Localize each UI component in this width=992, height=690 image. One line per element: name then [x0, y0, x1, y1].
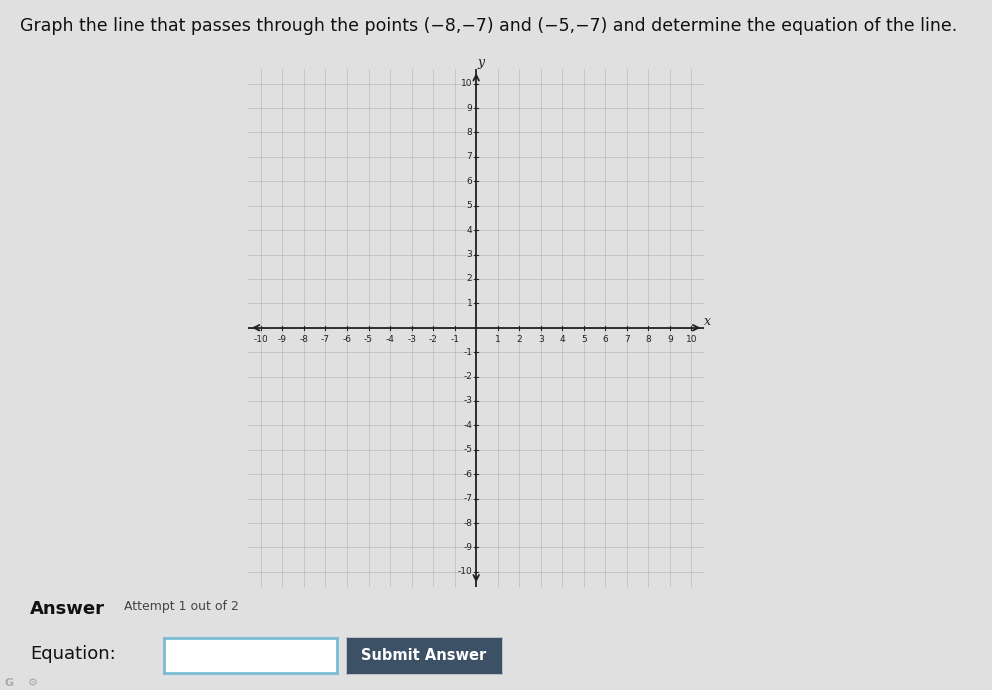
Text: -8: -8 — [300, 335, 309, 344]
Text: 1: 1 — [495, 335, 501, 344]
Text: -6: -6 — [342, 335, 351, 344]
Text: 4: 4 — [466, 226, 472, 235]
Text: -10: -10 — [457, 567, 472, 576]
Text: 10: 10 — [461, 79, 472, 88]
Text: -3: -3 — [407, 335, 416, 344]
Text: 8: 8 — [466, 128, 472, 137]
Text: 2: 2 — [466, 275, 472, 284]
Text: Equation:: Equation: — [30, 645, 115, 663]
Text: Submit Answer: Submit Answer — [361, 648, 487, 663]
Text: -10: -10 — [254, 335, 268, 344]
Text: 5: 5 — [466, 201, 472, 210]
Text: 1: 1 — [466, 299, 472, 308]
Text: Graph the line that passes through the points (−8,−7) and (−5,−7) and determine : Graph the line that passes through the p… — [20, 17, 957, 35]
Text: 3: 3 — [538, 335, 544, 344]
Text: 4: 4 — [559, 335, 565, 344]
Text: -8: -8 — [463, 518, 472, 528]
Text: ⚙: ⚙ — [28, 678, 38, 688]
Text: 10: 10 — [685, 335, 697, 344]
Text: 8: 8 — [646, 335, 651, 344]
Text: 6: 6 — [466, 177, 472, 186]
Text: -7: -7 — [463, 494, 472, 503]
Text: -4: -4 — [463, 421, 472, 430]
Text: 7: 7 — [624, 335, 630, 344]
Text: -6: -6 — [463, 470, 472, 479]
Text: x: x — [704, 315, 711, 328]
Text: -5: -5 — [364, 335, 373, 344]
Text: 5: 5 — [581, 335, 586, 344]
Text: Attempt 1 out of 2: Attempt 1 out of 2 — [124, 600, 239, 613]
Text: 9: 9 — [667, 335, 673, 344]
Text: -1: -1 — [463, 348, 472, 357]
Text: Answer: Answer — [30, 600, 105, 618]
Text: 3: 3 — [466, 250, 472, 259]
Text: -3: -3 — [463, 397, 472, 406]
Text: -7: -7 — [321, 335, 330, 344]
Text: 2: 2 — [517, 335, 522, 344]
Text: -9: -9 — [278, 335, 287, 344]
Text: 7: 7 — [466, 152, 472, 161]
Text: 6: 6 — [602, 335, 608, 344]
Text: -4: -4 — [386, 335, 395, 344]
Text: -5: -5 — [463, 445, 472, 454]
Text: -1: -1 — [450, 335, 459, 344]
Text: -9: -9 — [463, 543, 472, 552]
Text: G: G — [5, 678, 14, 688]
Text: 9: 9 — [466, 104, 472, 112]
Text: -2: -2 — [429, 335, 437, 344]
Text: y: y — [477, 56, 484, 69]
Text: -2: -2 — [463, 372, 472, 381]
